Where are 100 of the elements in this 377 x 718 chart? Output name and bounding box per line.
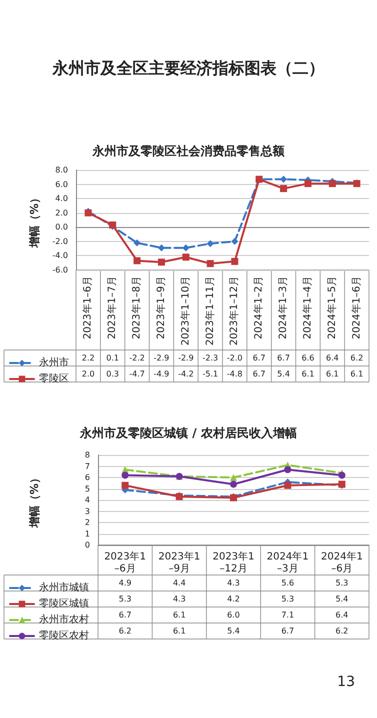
point xyxy=(182,244,190,252)
data-label: 6.7 xyxy=(118,610,132,620)
point xyxy=(122,472,129,479)
point xyxy=(328,180,336,188)
y-tick-label: 5 xyxy=(84,484,90,494)
point xyxy=(231,238,238,245)
y-tick-label: 8 xyxy=(84,450,90,460)
x-tick-label: 2024年1–5月 xyxy=(326,276,338,340)
data-label: -2.9 xyxy=(178,354,194,362)
data-label: 5.6 xyxy=(281,578,294,588)
data-label: 4.3 xyxy=(172,594,186,604)
x-tick-label: 2023年1–8月 xyxy=(130,276,143,340)
point xyxy=(231,258,238,265)
y-tick-label: 0.0 xyxy=(55,222,68,232)
data-label: 6.7 xyxy=(281,626,294,636)
text: 13 xyxy=(337,674,355,690)
point xyxy=(206,240,214,248)
data-label: 6.4 xyxy=(326,354,339,362)
y-tick-label: 1 xyxy=(84,529,90,538)
point xyxy=(134,257,141,264)
data-label: 4.3 xyxy=(227,578,240,588)
x-tick-label: 2024年1–6月 xyxy=(350,276,362,340)
data-label: 6.1 xyxy=(172,626,186,636)
data-label: 6.1 xyxy=(350,370,364,378)
y-tick-label: 8.0 xyxy=(55,166,68,174)
data-label: -4.9 xyxy=(154,370,170,378)
point xyxy=(122,482,129,489)
data-label: 6.0 xyxy=(227,610,240,620)
x-tick-label: 2024年1–3月 xyxy=(266,550,309,574)
data-label: 5.3 xyxy=(118,594,132,604)
point xyxy=(206,260,214,268)
point xyxy=(280,176,288,183)
x-tick-label: 2024年1–2月 xyxy=(252,276,265,340)
data-label: 6.4 xyxy=(336,610,348,620)
data-label: 5.3 xyxy=(336,578,348,588)
data-label: 4.9 xyxy=(118,578,132,588)
y-tick-label: 6.0 xyxy=(55,180,68,189)
point xyxy=(284,482,292,489)
data-label: 4.2 xyxy=(227,594,240,604)
y-axis-title: 增幅（%） xyxy=(28,472,41,529)
data-label: 6.1 xyxy=(326,370,339,378)
y-tick-label: 2.0 xyxy=(55,208,68,218)
point xyxy=(158,244,165,252)
x-tick-label: 2023年1–6月 xyxy=(104,550,146,574)
y-tick-label: 4.0 xyxy=(55,194,68,204)
point xyxy=(230,480,237,488)
data-label: 5.4 xyxy=(336,594,348,604)
y-tick-label: 7 xyxy=(84,462,90,471)
x-tick-label: 2024年1–4月 xyxy=(301,276,314,340)
legend-label: 永州市农村 xyxy=(39,614,89,626)
data-label: -2.3 xyxy=(202,354,218,362)
data-label: 4.4 xyxy=(172,578,186,588)
point xyxy=(304,180,312,188)
point xyxy=(230,474,237,481)
point xyxy=(182,254,190,261)
x-tick-label: 2023年1–6月 xyxy=(82,276,94,340)
x-tick-label: 2023年1–10月 xyxy=(179,276,192,346)
y-tick-label: 4 xyxy=(84,496,90,504)
x-tick-label: 2023年1–11月 xyxy=(204,276,216,346)
point xyxy=(338,472,346,479)
data-label: 6.1 xyxy=(172,610,186,620)
data-label: 6.1 xyxy=(302,370,314,378)
data-label: -4.2 xyxy=(178,370,194,378)
data-label: 2.2 xyxy=(82,354,95,362)
x-tick-label: 2023年1–7月 xyxy=(106,276,118,340)
data-label: -4.8 xyxy=(226,370,243,378)
data-label: -2.2 xyxy=(129,354,145,362)
data-label: -4.7 xyxy=(129,370,145,378)
data-label: 6.7 xyxy=(252,354,266,362)
x-tick-label: 2023年1–9月 xyxy=(154,276,167,340)
data-label: 5.4 xyxy=(227,626,240,636)
legend-label: 永州市城镇 xyxy=(39,582,89,594)
data-label: 6.7 xyxy=(252,370,266,378)
data-label: -2.9 xyxy=(154,354,170,362)
data-label: 6.7 xyxy=(277,354,290,362)
y-tick-label: -6.0 xyxy=(52,266,68,274)
y-tick-label: 3 xyxy=(84,506,90,516)
data-label: 5.3 xyxy=(281,594,294,604)
point xyxy=(280,185,288,192)
y-tick-label: 0 xyxy=(84,540,90,550)
x-tick-label: 2023年1–9月 xyxy=(158,550,200,574)
point xyxy=(284,466,292,474)
text: 永州市及全区主要经济指标图表（二） xyxy=(52,58,324,78)
data-label: -5.1 xyxy=(202,370,218,378)
legend-label: 零陵区农村 xyxy=(39,630,89,642)
data-label: -2.0 xyxy=(226,354,243,362)
data-label: 0.3 xyxy=(106,370,119,378)
x-tick-label: 2023年1–12月 xyxy=(212,550,254,574)
legend-label: 永州市 xyxy=(39,356,69,368)
point xyxy=(134,239,141,246)
y-tick-label: 2 xyxy=(84,518,90,527)
y-axis-title: 增幅（%） xyxy=(28,192,41,249)
data-label: 5.4 xyxy=(277,370,290,378)
data-label: 7.1 xyxy=(281,610,294,620)
data-label: 6.6 xyxy=(302,354,314,362)
point xyxy=(158,258,165,266)
data-label: 6.2 xyxy=(118,626,132,636)
x-tick-label: 2024年1–3月 xyxy=(277,276,290,340)
y-tick-label: -4.0 xyxy=(52,251,68,260)
x-tick-label: 2024年1–6月 xyxy=(320,550,363,574)
